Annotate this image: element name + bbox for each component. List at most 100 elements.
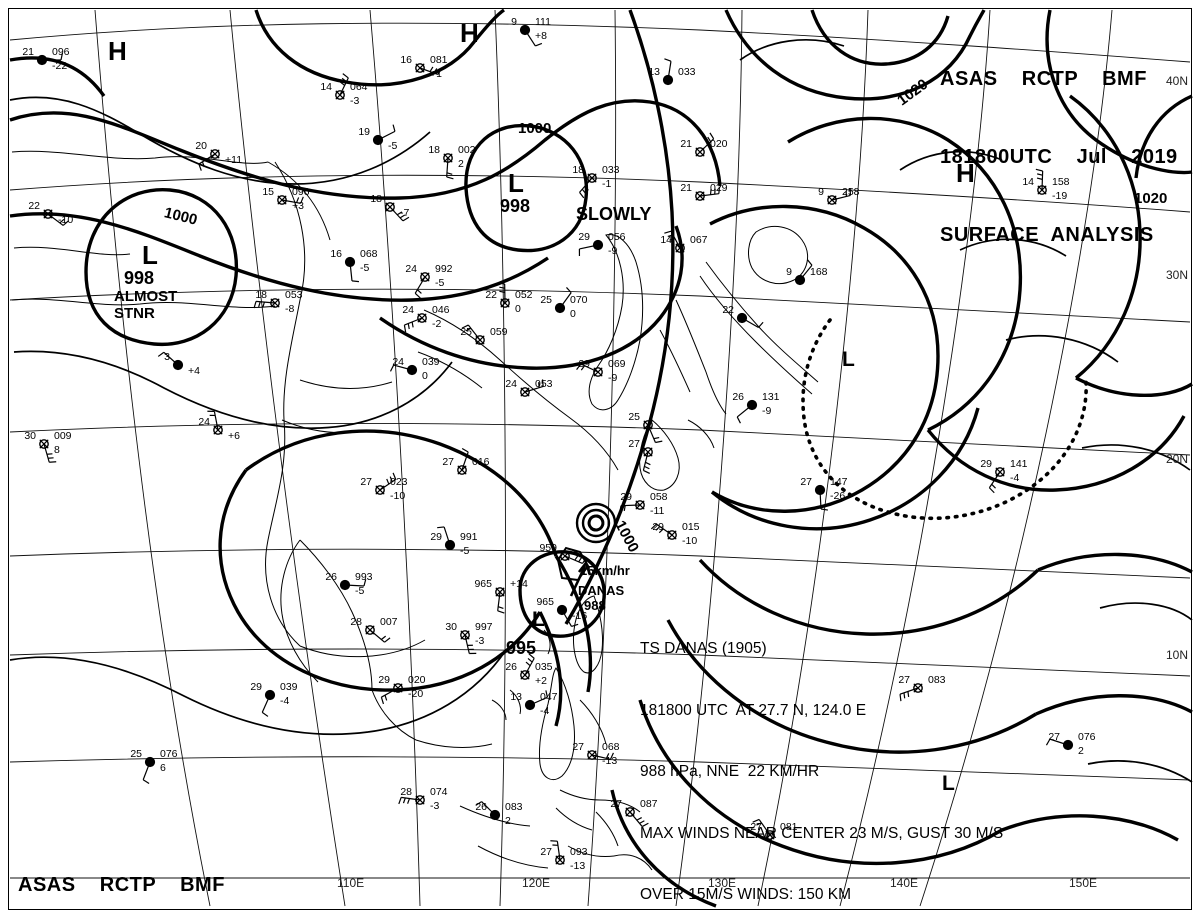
- svg-text:27: 27: [572, 741, 584, 753]
- svg-text:+4: +4: [188, 365, 200, 377]
- svg-text:083: 083: [505, 801, 523, 813]
- svg-text:093: 093: [570, 846, 588, 858]
- low-center-central: L: [508, 168, 524, 198]
- svg-text:16: 16: [330, 248, 342, 260]
- svg-text:+2: +2: [535, 675, 547, 687]
- high-center-topleft: H: [108, 36, 127, 66]
- station-plot: 25: [628, 411, 663, 444]
- station-plot: 14 158 -19: [1022, 168, 1070, 202]
- svg-text:020: 020: [710, 138, 728, 150]
- svg-text:058: 058: [650, 491, 668, 503]
- svg-text:29: 29: [378, 674, 390, 686]
- svg-text:26: 26: [325, 571, 337, 583]
- svg-text:258: 258: [842, 186, 860, 198]
- low-center-pressure: 998: [500, 196, 531, 216]
- typhoon-pressure-label: 988: [584, 598, 606, 613]
- station-plot: 30 997 -3: [445, 621, 493, 655]
- lat-label-20n: 20N: [1166, 452, 1189, 466]
- station-plot: 15 096 +3: [262, 186, 309, 212]
- svg-text:26: 26: [475, 801, 487, 813]
- svg-text:22: 22: [485, 289, 497, 301]
- station-plot: 13 047 -4: [510, 690, 558, 717]
- svg-text:13: 13: [648, 66, 660, 78]
- svg-text:25: 25: [628, 411, 640, 423]
- svg-text:997: 997: [475, 621, 493, 633]
- svg-text:3: 3: [164, 351, 170, 363]
- low-center-lowright: L: [942, 772, 955, 795]
- svg-text:29: 29: [250, 681, 262, 693]
- tc-info-line-1: TS DANAS (1905): [640, 640, 767, 657]
- svg-text:22: 22: [28, 200, 40, 212]
- svg-text:8: 8: [54, 444, 60, 456]
- svg-text:14: 14: [320, 81, 332, 93]
- svg-text:076: 076: [160, 748, 178, 760]
- svg-text:25: 25: [460, 326, 472, 338]
- svg-text:-9: -9: [762, 405, 771, 417]
- svg-text:29: 29: [652, 521, 664, 533]
- station-plot: 14 067: [660, 230, 708, 253]
- station-plot: 959: [539, 542, 587, 564]
- svg-text:081: 081: [430, 54, 448, 66]
- svg-text:-3: -3: [350, 95, 359, 107]
- svg-text:+6: +6: [228, 430, 240, 442]
- svg-text:9: 9: [818, 186, 824, 198]
- svg-text:27: 27: [898, 674, 910, 686]
- station-plot: 26 993 -5: [325, 571, 372, 597]
- svg-text:15: 15: [262, 186, 274, 198]
- svg-text:015: 015: [682, 521, 700, 533]
- station-plot: 24 +6: [198, 410, 240, 442]
- high-center-right: H: [956, 158, 975, 188]
- tc-info-line-3: 988 hPa, NNE 22 KM/HR: [640, 763, 820, 780]
- station-plot: 29 056 -9: [578, 231, 625, 257]
- header-title-block: ASAS RCTP BMF 181800UTC Jul 2019 SURFACE…: [940, 14, 1178, 300]
- lon-label-140e: 140E: [890, 876, 919, 890]
- svg-text:-10: -10: [390, 490, 405, 502]
- svg-text:067: 067: [690, 234, 708, 246]
- svg-text:13: 13: [510, 691, 522, 703]
- station-plot: 22 052 0: [485, 282, 533, 315]
- svg-text:29: 29: [578, 231, 590, 243]
- svg-text:0: 0: [515, 303, 521, 315]
- station-plot: 19 -5: [358, 124, 397, 152]
- station-plot: 13 033: [648, 58, 696, 86]
- station-plot: 965 +14: [474, 578, 528, 614]
- station-plot: 27 016: [442, 447, 490, 475]
- svg-text:25: 25: [130, 748, 142, 760]
- station-plot: 16 068 -5: [330, 248, 378, 283]
- low-center-right: L: [842, 348, 855, 371]
- svg-text:096: 096: [292, 186, 310, 198]
- svg-text:959: 959: [539, 542, 557, 554]
- svg-text:9: 9: [786, 266, 792, 278]
- svg-text:992: 992: [435, 263, 453, 275]
- svg-text:147: 147: [830, 476, 848, 488]
- typhoon-track-outline: [556, 546, 590, 582]
- svg-text:-5: -5: [360, 262, 369, 274]
- station-plot: 29 991 -5: [430, 526, 478, 557]
- svg-text:-4: -4: [540, 705, 549, 717]
- svg-text:087: 087: [640, 798, 658, 810]
- station-plot: 9 258: [818, 186, 860, 205]
- svg-text:083: 083: [928, 674, 946, 686]
- station-plot: 27 083: [898, 674, 946, 702]
- station-plot: 27 068 -13: [572, 741, 619, 767]
- lat-label-30n: 30N: [1166, 268, 1189, 282]
- header-line-3: SURFACE ANALYSIS: [940, 224, 1154, 246]
- svg-text:27: 27: [750, 821, 762, 833]
- svg-text:020: 020: [408, 674, 426, 686]
- svg-text:-16: -16: [572, 610, 587, 622]
- svg-text:29: 29: [620, 491, 632, 503]
- station-plot: 28 007: [350, 616, 398, 643]
- station-plot: 965 -16: [536, 596, 587, 628]
- tc-info-line-5: OVER 15M/S WINDS: 150 KM: [640, 886, 852, 903]
- svg-text:21: 21: [680, 138, 692, 150]
- low-center-typhoon: L: [532, 608, 545, 631]
- isobar-label-1000-top: 1000: [518, 120, 552, 137]
- lon-label-130e: 130E: [708, 876, 737, 890]
- svg-text:24: 24: [402, 304, 414, 316]
- station-plot: 24 992 -5: [405, 263, 453, 299]
- svg-text:-5: -5: [435, 277, 444, 289]
- station-plot: 24 053: [505, 378, 553, 397]
- header-line-1: ASAS RCTP BMF: [940, 68, 1147, 90]
- svg-text:056: 056: [608, 231, 626, 243]
- svg-text:24: 24: [392, 356, 404, 368]
